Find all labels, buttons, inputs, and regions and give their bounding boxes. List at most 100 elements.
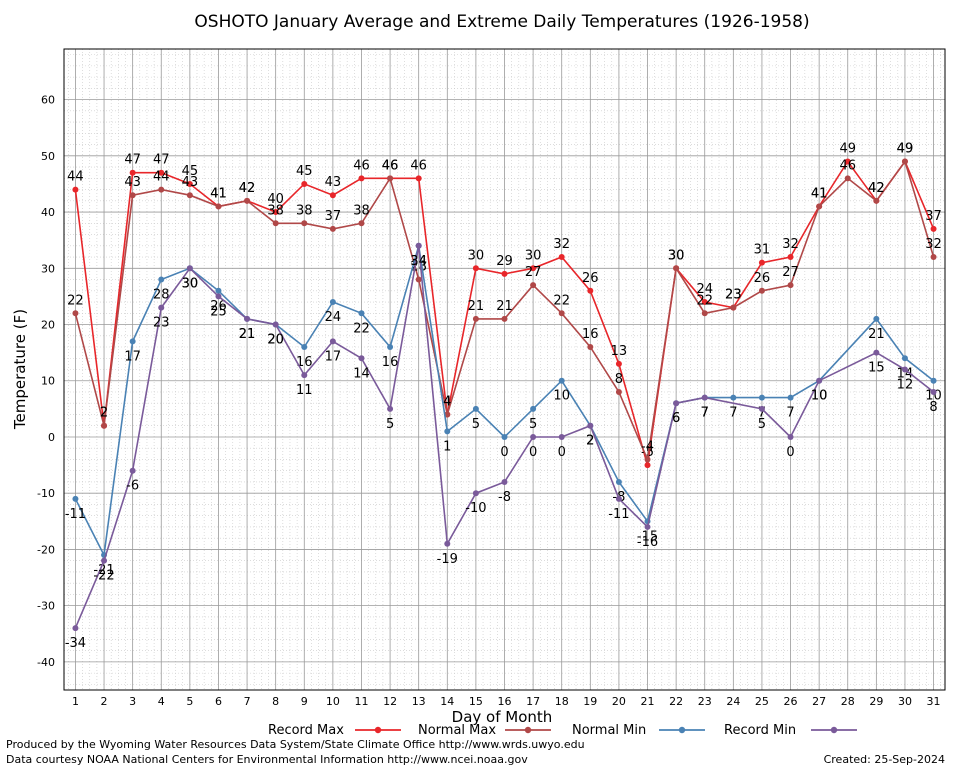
- record-max-data-label: 41: [811, 186, 828, 201]
- normal-max-point: [816, 203, 823, 210]
- x-tick-label: 3: [129, 695, 136, 708]
- normal-min-point: [387, 344, 394, 351]
- record-max-data-label: 30: [525, 248, 542, 263]
- normal-min-point: [444, 428, 451, 435]
- record-min-point: [444, 540, 451, 547]
- record-min-point: [415, 242, 422, 249]
- record-min-data-label: 0: [558, 445, 566, 460]
- record-max-data-label: 30: [668, 248, 685, 263]
- record-min-point: [558, 433, 565, 440]
- record-max-data-label: 29: [496, 254, 513, 269]
- legend-label-record-max: Record Max: [268, 723, 344, 738]
- record-max-data-label: 47: [153, 153, 170, 168]
- normal-max-data-label: 27: [525, 265, 542, 280]
- record-min-point: [129, 467, 136, 474]
- record-min-data-label: -10: [465, 501, 486, 516]
- chart-title: OSHOTO January Average and Extreme Daily…: [194, 12, 809, 32]
- normal-min-data-label: 17: [124, 349, 141, 364]
- normal-max-point: [444, 411, 451, 418]
- record-min-point: [873, 349, 880, 356]
- record-max-point: [501, 270, 508, 277]
- normal-min-point: [129, 338, 136, 345]
- normal-max-point: [329, 225, 336, 232]
- normal-max-data-label: 22: [67, 293, 84, 308]
- record-min-point: [901, 366, 908, 373]
- normal-max-data-label: 41: [811, 186, 828, 201]
- legend: Record Max Normal Max Normal Min Record Min: [268, 723, 857, 738]
- record-min-data-label: 5: [386, 417, 394, 432]
- x-tick-label: 8: [272, 695, 279, 708]
- normal-max-point: [558, 310, 565, 317]
- normal-min-data-label: 1: [443, 439, 451, 454]
- legend-marker-normal-min: [678, 726, 686, 734]
- y-tick-label: 60: [41, 94, 55, 107]
- normal-min-point: [873, 315, 880, 322]
- record-min-point: [615, 495, 622, 502]
- record-min-data-label: -6: [126, 479, 139, 494]
- normal-min-point: [558, 377, 565, 384]
- record-min-data-label: 8: [929, 400, 937, 415]
- normal-max-data-label: 4: [443, 394, 451, 409]
- record-max-data-label: 26: [582, 271, 599, 286]
- normal-min-point: [930, 377, 937, 384]
- normal-max-point: [244, 197, 251, 204]
- x-tick-label: 15: [469, 695, 483, 708]
- x-tick-label: 9: [301, 695, 308, 708]
- normal-max-point: [587, 344, 594, 351]
- normal-min-data-label: 22: [353, 321, 370, 336]
- normal-max-point: [730, 304, 737, 311]
- legend-marker-normal-max: [524, 726, 532, 734]
- x-tick-label: 31: [927, 695, 941, 708]
- normal-min-point: [758, 394, 765, 401]
- record-min-data-label: -11: [608, 507, 629, 522]
- record-max-data-label: 32: [782, 237, 799, 252]
- y-tick-label: -20: [37, 543, 55, 556]
- record-min-data-label: -19: [437, 552, 458, 567]
- record-min-data-label: 11: [296, 383, 313, 398]
- normal-max-data-label: 38: [353, 203, 370, 218]
- normal-min-data-label: 16: [382, 355, 399, 370]
- record-max-data-label: 45: [296, 164, 313, 179]
- normal-max-point: [472, 315, 479, 322]
- record-min-point: [272, 321, 279, 328]
- footer-created: Created: 25-Sep-2024: [824, 753, 945, 766]
- record-min-point: [301, 372, 308, 379]
- record-min-data-label: 23: [153, 316, 170, 331]
- record-min-point: [101, 557, 108, 564]
- normal-min-data-label: 14: [897, 366, 914, 381]
- normal-max-point: [644, 456, 651, 463]
- normal-max-data-label: 44: [153, 170, 170, 185]
- x-tick-label: 6: [215, 695, 222, 708]
- normal-max-data-label: 43: [124, 175, 141, 190]
- record-min-point: [930, 388, 937, 395]
- record-max-point: [329, 192, 336, 199]
- record-min-data-label: 25: [210, 304, 227, 319]
- legend-marker-record-min: [830, 726, 838, 734]
- normal-max-data-label: 46: [839, 158, 856, 173]
- record-min-data-label: 5: [758, 417, 766, 432]
- normal-min-point: [72, 495, 79, 502]
- record-min-data-label: -8: [498, 490, 511, 505]
- normal-max-point: [301, 220, 308, 227]
- normal-max-point: [158, 186, 165, 193]
- x-tick-label: 18: [555, 695, 569, 708]
- x-tick-label: 21: [641, 695, 655, 708]
- normal-min-data-label: 7: [729, 406, 737, 421]
- x-tick-label: 17: [526, 695, 540, 708]
- record-min-point: [358, 355, 365, 362]
- record-max-data-label: 46: [410, 158, 427, 173]
- normal-min-data-label: 30: [182, 276, 199, 291]
- x-tick-label: 30: [898, 695, 912, 708]
- x-tick-label: 4: [158, 695, 165, 708]
- record-max-point: [129, 169, 136, 176]
- x-tick-label: 1: [72, 695, 79, 708]
- normal-max-data-label: 41: [210, 186, 227, 201]
- record-max-point: [472, 265, 479, 272]
- normal-max-point: [501, 315, 508, 322]
- x-tick-label: 25: [755, 695, 769, 708]
- record-min-data-label: 14: [353, 366, 370, 381]
- normal-min-point: [530, 405, 537, 412]
- normal-max-data-label: 37: [325, 209, 342, 224]
